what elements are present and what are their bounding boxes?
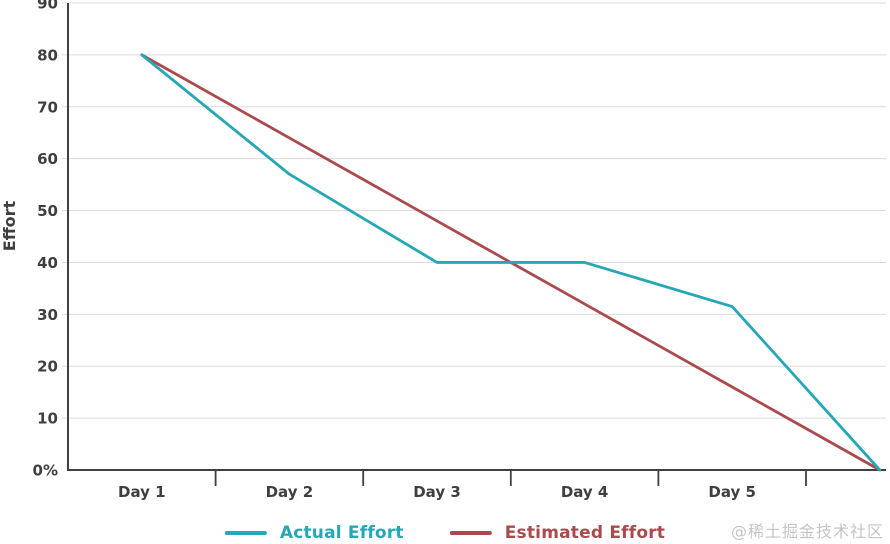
y-axis-title: Effort (0, 200, 19, 251)
y-tick-label: 40 (37, 254, 58, 272)
y-tick-label: 90 (37, 0, 58, 13)
y-tick-label: 20 (37, 358, 58, 376)
y-tick-label: 30 (37, 306, 58, 324)
legend-label-actual-effort: Actual Effort (279, 523, 404, 543)
x-axis-label: Day 4 (561, 483, 609, 501)
chart-legend: Actual Effort Estimated Effort (224, 523, 666, 543)
watermark: @稀土掘金技术社区 (730, 522, 884, 541)
legend-item-estimated-effort: Estimated Effort (449, 523, 666, 543)
series-line-actual-effort (140, 53, 882, 472)
legend-item-actual-effort: Actual Effort (224, 523, 404, 543)
x-axis-label: Day 2 (266, 483, 314, 501)
legend-label-estimated-effort: Estimated Effort (504, 523, 666, 543)
y-tick-label: 10 (37, 410, 58, 428)
y-tick-label: 80 (37, 46, 58, 64)
y-tick-label: 60 (37, 150, 58, 168)
y-tick-label: 70 (37, 98, 58, 116)
y-tick-label: 50 (37, 202, 58, 220)
legend-swatch-actual-effort (224, 531, 267, 535)
x-axis-label: Day 1 (118, 483, 166, 501)
x-axis-label: Day 5 (708, 483, 756, 501)
y-tick-label: 0% (33, 462, 58, 480)
x-axis-label: Day 3 (413, 483, 461, 501)
legend-swatch-estimated-effort (449, 531, 492, 535)
